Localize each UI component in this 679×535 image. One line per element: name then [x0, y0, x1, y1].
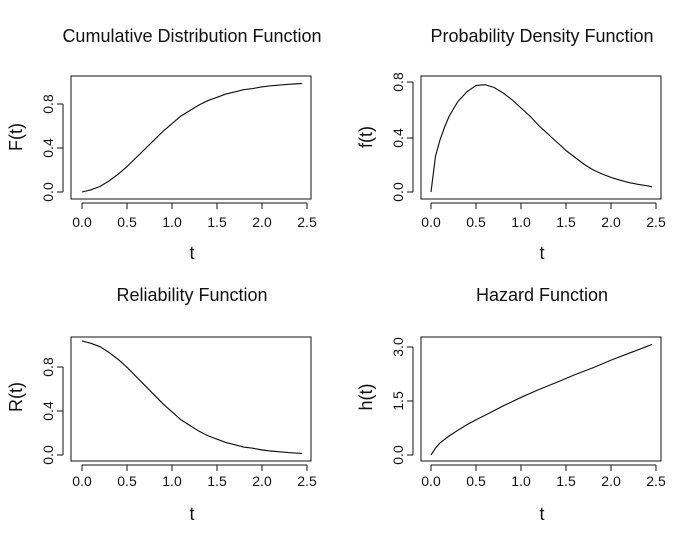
- x-tick-label: 1.5: [556, 214, 576, 230]
- x-tick-label: 1.5: [207, 214, 227, 230]
- x-tick-label: 0.5: [466, 214, 486, 230]
- plot-area: [407, 336, 662, 471]
- plot-area: [57, 75, 312, 209]
- y-tick-label: 1.5: [390, 391, 406, 411]
- x-tick-label: 2.0: [601, 473, 621, 489]
- x-tick-label: 0.0: [72, 214, 92, 230]
- panel-title: Probability Density Function: [430, 26, 653, 46]
- x-tick-label: 0.5: [117, 473, 137, 489]
- x-tick-label: 0.5: [466, 473, 486, 489]
- x-tick-label: 0.0: [421, 473, 441, 489]
- series-line: [81, 82, 303, 193]
- y-tick-label: 0.0: [390, 445, 406, 465]
- panel-cumulative-distribution: Cumulative Distribution Function t F(t) …: [6, 26, 322, 263]
- y-axis-label: h(t): [356, 384, 376, 411]
- x-tick-label: 2.0: [252, 214, 272, 230]
- x-tick-label: 0.5: [117, 214, 137, 230]
- plot-frame: [420, 336, 662, 462]
- x-tick-label: 2.0: [252, 473, 272, 489]
- x-tick-label: 1.0: [162, 214, 182, 230]
- y-tick-label: 3.0: [390, 337, 406, 357]
- panel-probability-density: Probability Density Function t f(t) 0.0 …: [356, 26, 666, 263]
- plot-area: [407, 75, 662, 209]
- y-tick-label: 0.4: [40, 401, 56, 421]
- y-tick-label: 0.0: [390, 182, 406, 202]
- series-line: [430, 84, 653, 193]
- x-tick-label: 1.5: [207, 473, 227, 489]
- plot-frame: [420, 75, 662, 200]
- y-axis-label: F(t): [6, 123, 26, 151]
- series-line: [430, 343, 653, 456]
- panel-reliability: Reliability Function t R(t) 0.0 0.5 1.0 …: [6, 285, 317, 524]
- x-tick-label: 0.0: [72, 473, 92, 489]
- x-tick-label: 1.5: [556, 473, 576, 489]
- plot-area: [57, 336, 312, 471]
- y-tick-label: 0.8: [390, 72, 406, 92]
- y-tick-label: 0.4: [40, 138, 56, 158]
- x-axis-label: t: [189, 504, 194, 524]
- y-tick-label: 0.0: [40, 182, 56, 202]
- y-axis-label: R(t): [6, 382, 26, 412]
- x-tick-label: 1.0: [511, 214, 531, 230]
- panel-title: Cumulative Distribution Function: [62, 26, 321, 46]
- panel-title: Reliability Function: [116, 285, 267, 305]
- series-line: [81, 340, 303, 454]
- y-axis-label: f(t): [356, 126, 376, 148]
- plot-frame: [70, 336, 312, 462]
- panel-hazard: Hazard Function t h(t) 0.0 0.5 1.0 1.5 2…: [356, 285, 666, 524]
- x-tick-label: 2.5: [646, 214, 666, 230]
- x-axis-label: t: [539, 504, 544, 524]
- y-tick-label: 0.8: [40, 357, 56, 377]
- panel-title: Hazard Function: [476, 285, 608, 305]
- plot-frame: [70, 75, 312, 200]
- x-axis-label: t: [539, 243, 544, 263]
- x-tick-label: 1.0: [511, 473, 531, 489]
- y-tick-label: 0.4: [390, 128, 406, 148]
- x-tick-label: 2.5: [297, 473, 317, 489]
- x-tick-label: 2.0: [601, 214, 621, 230]
- y-tick-label: 0.0: [40, 445, 56, 465]
- x-tick-label: 0.0: [421, 214, 441, 230]
- x-tick-label: 1.0: [162, 473, 182, 489]
- x-tick-label: 2.5: [297, 214, 317, 230]
- y-tick-label: 0.8: [40, 94, 56, 114]
- x-axis-label: t: [189, 243, 194, 263]
- x-tick-label: 2.5: [646, 473, 666, 489]
